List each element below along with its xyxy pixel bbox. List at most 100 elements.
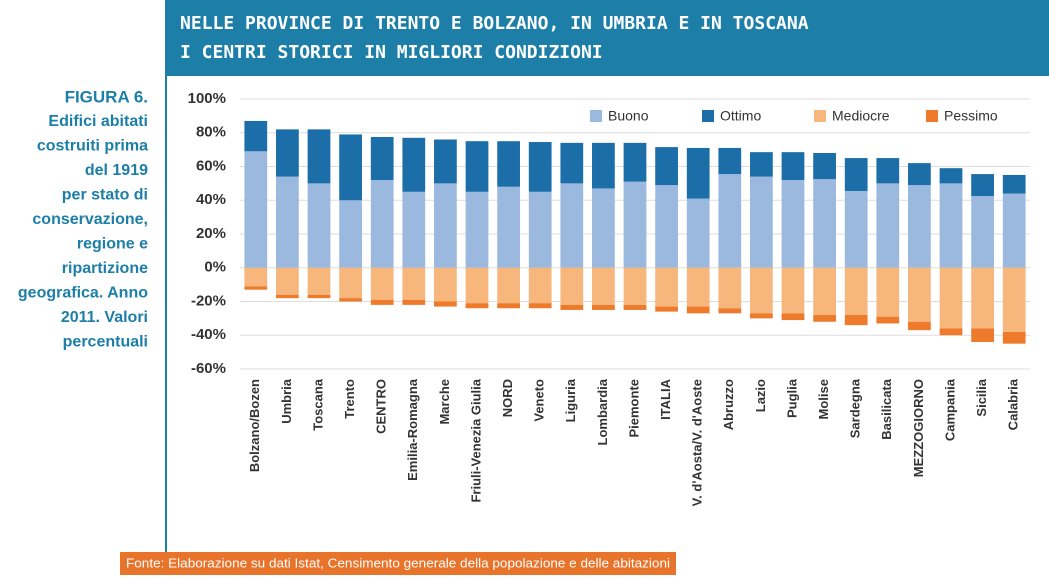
x-tick-label: Liguria xyxy=(563,378,578,422)
x-tick-label: Trento xyxy=(342,379,357,419)
bar-segment xyxy=(623,267,647,305)
bar-segment xyxy=(844,267,868,315)
bar-segment xyxy=(497,141,520,187)
bar-segment xyxy=(718,147,742,175)
bar-segment xyxy=(592,267,615,305)
x-tick-label: Friuli-Venezia Giulia xyxy=(468,378,483,502)
source: Fonte: Elaborazione su dati Istat, Censi… xyxy=(126,555,670,570)
bar-segment xyxy=(939,183,963,268)
legend-label: Pessimo xyxy=(944,108,998,124)
bar-segment xyxy=(528,303,552,309)
title-band xyxy=(165,0,1049,76)
bar-segment xyxy=(844,190,868,268)
x-tick-label: NORD xyxy=(500,379,515,417)
x-tick-label: V. d'Aosta/V. d'Aoste xyxy=(690,379,705,506)
legend-label: Buono xyxy=(608,108,649,124)
y-tick-label: -40% xyxy=(191,326,226,343)
bar-segment xyxy=(686,198,710,268)
caption: conservazione, xyxy=(32,211,148,228)
bar-segment xyxy=(750,176,773,268)
bar-segment xyxy=(339,267,362,299)
x-tick-label: Abruzzo xyxy=(721,379,736,430)
bar-segment xyxy=(813,267,836,315)
bar-segment xyxy=(465,141,489,192)
bar-segment xyxy=(655,185,678,268)
bar-segment xyxy=(592,304,615,310)
bar-segment xyxy=(497,303,520,309)
bar-segment xyxy=(876,158,900,184)
y-tick-label: 0% xyxy=(204,259,226,276)
y-tick-label: 80% xyxy=(196,124,226,141)
bar-segment xyxy=(244,286,268,290)
bar-segment xyxy=(560,304,584,310)
bar-segment xyxy=(560,142,584,184)
bar-segment xyxy=(781,267,805,314)
legend-swatch xyxy=(814,110,826,122)
bar-segment xyxy=(718,308,742,314)
x-tick-label: Umbria xyxy=(279,378,294,424)
bar-segment xyxy=(750,267,773,314)
caption: per stato di xyxy=(62,187,148,204)
chart-title: NELLE PROVINCE DI TRENTO E BOLZANO, IN U… xyxy=(180,13,809,34)
x-tick-label: Molise xyxy=(816,379,831,419)
bar-segment xyxy=(623,304,647,310)
caption: costruiti prima xyxy=(37,138,148,155)
bar-segment xyxy=(370,136,394,180)
bar-segment xyxy=(939,267,963,329)
x-tick-label: Marche xyxy=(437,379,452,425)
x-tick-label: Veneto xyxy=(532,379,547,422)
bar-segment xyxy=(908,163,931,186)
bar-segment xyxy=(1002,267,1026,332)
bar-segment xyxy=(339,298,362,302)
y-tick-label: -20% xyxy=(191,292,226,309)
bar-segment xyxy=(971,267,994,329)
x-tick-label: Campania xyxy=(942,378,957,441)
x-tick-label: Piemonte xyxy=(626,379,641,438)
x-tick-label: Basilicata xyxy=(879,378,894,439)
bar-segment xyxy=(971,196,994,268)
bar-segment xyxy=(339,200,362,268)
bar-segment xyxy=(971,174,994,197)
bar-segment xyxy=(655,267,678,307)
bar-segment xyxy=(370,299,394,305)
bar-segment xyxy=(781,313,805,321)
bar-segment xyxy=(686,267,710,307)
bar-segment xyxy=(908,321,931,331)
caption: percentuali xyxy=(63,334,148,351)
bar-segment xyxy=(560,183,584,268)
caption: 2011. Valori xyxy=(61,309,148,326)
bar-segment xyxy=(465,191,489,268)
bar-segment xyxy=(844,158,868,191)
x-tick-label: CENTRO xyxy=(374,379,389,434)
bar-segment xyxy=(971,328,994,342)
bar-segment xyxy=(307,183,331,268)
bar-segment xyxy=(592,188,615,268)
bar-segment xyxy=(1002,331,1026,344)
bar-segment xyxy=(718,267,742,309)
bar-segment xyxy=(781,180,805,268)
x-tick-label: Lazio xyxy=(753,379,768,412)
bar-segment xyxy=(528,142,552,192)
bar-segment xyxy=(402,191,426,268)
bar-segment xyxy=(844,315,868,326)
chart-title: I CENTRI STORICI IN MIGLIORI CONDIZIONI xyxy=(180,42,603,63)
x-tick-label: ITALIA xyxy=(658,378,673,420)
caption: geografica. Anno xyxy=(18,285,148,302)
bar-segment xyxy=(276,267,299,295)
bar-segment xyxy=(276,176,299,268)
bar-segment xyxy=(750,152,773,177)
bar-segment xyxy=(655,306,678,312)
y-tick-label: 100% xyxy=(188,90,226,107)
source-band xyxy=(120,552,676,575)
bar-segment xyxy=(402,299,426,305)
y-tick-label: 20% xyxy=(196,225,226,242)
bar-segment xyxy=(339,134,362,201)
legend-swatch xyxy=(926,110,938,122)
bar-segment xyxy=(718,174,742,268)
bar-segment xyxy=(750,313,773,319)
bar-segment xyxy=(497,186,520,268)
bar-segment xyxy=(560,267,584,305)
bar-segment xyxy=(244,267,268,287)
caption: del 1919 xyxy=(85,162,148,179)
